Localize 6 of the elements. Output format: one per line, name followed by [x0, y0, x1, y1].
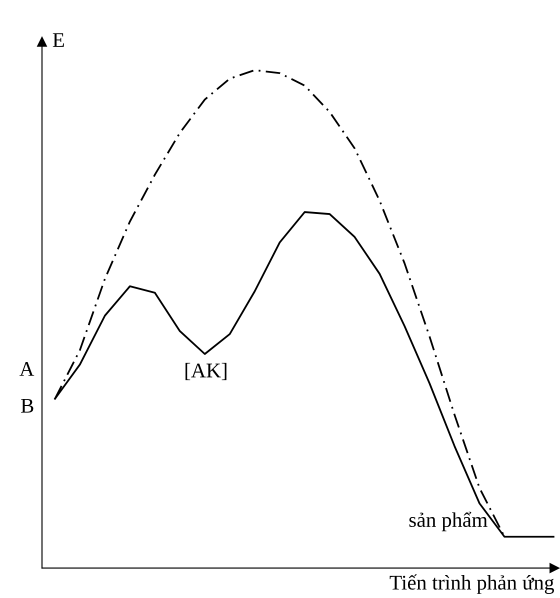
annotation: [AK] — [186, 362, 226, 380]
x-axis-title: Tiến trình phản ứng — [390, 574, 554, 594]
text: A — [19, 362, 34, 376]
annotation: sản phẩm — [409, 512, 488, 532]
text: B — [21, 398, 34, 413]
y-axis-title: E — [52, 33, 64, 47]
